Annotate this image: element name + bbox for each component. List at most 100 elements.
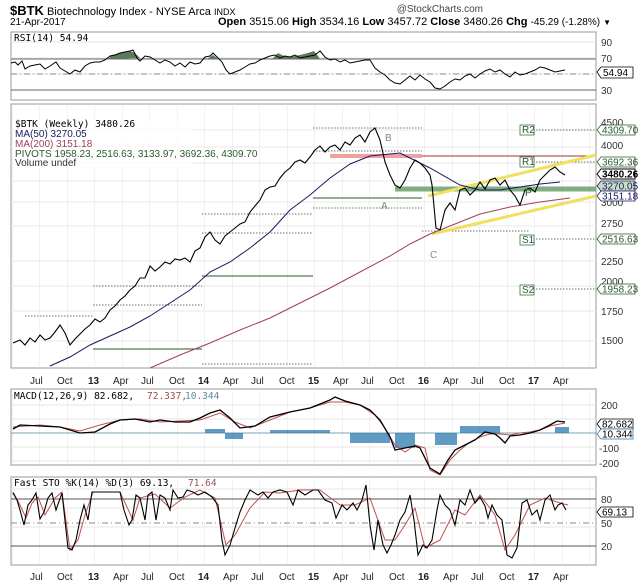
open-label: Open [218, 16, 247, 28]
open-value: 3515.06 [249, 16, 289, 28]
low-value: 3457.72 [387, 16, 428, 28]
svg-text:Apr: Apr [223, 376, 239, 387]
chart-title: $BTK Biotechnology Index - NYSE Arca IND… [10, 3, 235, 18]
svg-text:Oct: Oct [499, 572, 515, 583]
sto-d-line [12, 489, 569, 552]
svg-text:Oct: Oct [169, 572, 185, 583]
svg-text:Apr: Apr [443, 376, 459, 387]
svg-text:S2: S2 [522, 285, 535, 296]
price-value-tags: 4309.70 3692.36 3480.26 3270.05 3151.18 … [596, 124, 639, 296]
ma200-line [149, 197, 571, 369]
ohlc-summary: Open 3515.06 High 3534.16 Low 3457.72 Cl… [218, 16, 611, 28]
price-x-axis: Jul Oct 13 Apr Jul Oct 14 Apr Jul Oct 15 Apr J… [30, 376, 569, 387]
macd-y-axis: 200 100 -100 -200 [599, 401, 619, 470]
high-value: 3534.16 [319, 16, 360, 28]
rsi-panel: 90 70 50 30 54.94 RSI(14) 54.94 [10, 31, 634, 101]
svg-text:3000: 3000 [601, 198, 624, 209]
chg-label: Chg [506, 16, 528, 28]
svg-text:4000: 4000 [601, 141, 624, 152]
svg-text:1750: 1750 [601, 307, 624, 318]
macd-legend: MACD(12,26,9) 82.682, 72.337, 10.344 [14, 391, 220, 402]
svg-text:R2: R2 [522, 125, 535, 136]
annotation-c: C [430, 250, 437, 261]
svg-text:-200: -200 [599, 459, 619, 470]
svg-text:90: 90 [601, 38, 613, 49]
annotation-b: B [385, 133, 392, 144]
svg-text:Oct: Oct [389, 376, 405, 387]
low-label: Low [362, 16, 385, 28]
svg-text:Oct: Oct [279, 376, 295, 387]
pivot-labels: R2 R1 P S1 S2 [519, 124, 535, 296]
bottom-x-axis: Jul Oct 13 Apr Jul Oct 14 Apr Jul Oct 15 Apr J… [30, 572, 569, 583]
svg-text:1958.23: 1958.23 [602, 285, 639, 296]
svg-text:Oct: Oct [57, 572, 73, 583]
index-name: Biotechnology Index - NYSE Arca [47, 6, 211, 18]
svg-text:15: 15 [308, 376, 320, 387]
svg-text:Apr: Apr [333, 376, 349, 387]
svg-text:80: 80 [601, 495, 613, 506]
svg-text:Jul: Jul [361, 572, 374, 583]
close-label: Close [430, 16, 461, 28]
svg-text:MA(200) 3151.18: MA(200) 3151.18 [15, 139, 93, 150]
svg-text:17: 17 [528, 376, 540, 387]
svg-text:Apr: Apr [223, 572, 239, 583]
svg-text:Jul: Jul [251, 376, 264, 387]
rsi-legend: RSI(14) 54.94 [14, 33, 89, 44]
svg-text:Oct: Oct [499, 376, 515, 387]
svg-text:Jul: Jul [471, 376, 484, 387]
svg-text:16: 16 [418, 376, 430, 387]
svg-text:10.344: 10.344 [602, 430, 633, 441]
high-label: High [292, 16, 317, 28]
watermark: @StockCharts.com [396, 4, 483, 15]
svg-text:Apr: Apr [113, 376, 129, 387]
symbol: $BTK [10, 3, 44, 18]
svg-text:Jul: Jul [141, 572, 154, 583]
ma50-line [49, 152, 561, 367]
svg-text:Apr: Apr [443, 572, 459, 583]
svg-text:3480.26: 3480.26 [602, 170, 639, 181]
svg-text:Jul: Jul [30, 572, 43, 583]
svg-text:MACD(12,26,9) 82.682,: MACD(12,26,9) 82.682, [14, 391, 134, 402]
svg-text:54.94: 54.94 [603, 68, 628, 79]
svg-text:Fast STO %K(14) %D(3) 69.13,: Fast STO %K(14) %D(3) 69.13, [14, 478, 174, 489]
svg-text:Jul: Jul [471, 572, 484, 583]
macd-line [12, 396, 566, 475]
svg-text:Oct: Oct [279, 572, 295, 583]
svg-text:4309.70: 4309.70 [602, 126, 639, 137]
price-y-axis: 4500 4000 3750 3000 2750 2250 2000 1750 … [601, 118, 624, 347]
svg-text:2250: 2250 [601, 257, 624, 268]
svg-text:30: 30 [601, 86, 613, 97]
sto-value-tag: 69.13 [596, 506, 634, 519]
svg-text:13: 13 [88, 572, 100, 583]
svg-text:3270.05: 3270.05 [602, 182, 639, 193]
svg-text:50: 50 [601, 519, 613, 530]
sto-k-line [12, 484, 567, 559]
svg-text:71.64: 71.64 [188, 478, 217, 489]
svg-text:72.337,: 72.337, [147, 391, 187, 402]
svg-text:200: 200 [601, 401, 618, 412]
macd-value-tags: 82.682 10.344 [596, 418, 634, 441]
svg-text:4500: 4500 [601, 118, 624, 129]
annotation-a: A [381, 201, 388, 212]
svg-text:$BTK (Weekly) 3480.26: $BTK (Weekly) 3480.26 [15, 119, 135, 130]
svg-text:Apr: Apr [333, 572, 349, 583]
svg-text:2750: 2750 [601, 219, 624, 230]
svg-text:2516.63: 2516.63 [602, 235, 639, 246]
svg-text:PIVOTS 1958.23, 2516.63, 3133.: PIVOTS 1958.23, 2516.63, 3133.97, 3692.3… [15, 149, 258, 160]
chg-value: -45.29 (-1.28%) [530, 17, 601, 28]
macd-panel: 200 100 -100 -200 82.682 10.344 MACD(12,… [10, 388, 634, 476]
macd-histogram [205, 426, 569, 448]
svg-text:1500: 1500 [601, 336, 624, 347]
svg-text:3692.36: 3692.36 [602, 158, 639, 169]
svg-text:Apr: Apr [553, 376, 569, 387]
svg-text:Jul: Jul [361, 376, 374, 387]
svg-text:20: 20 [601, 542, 613, 553]
svg-text:MA(50) 3270.05: MA(50) 3270.05 [15, 129, 87, 140]
svg-text:3151.18: 3151.18 [602, 192, 639, 203]
svg-text:82.682: 82.682 [602, 420, 633, 431]
rsi-value-tag: 54.94 [596, 66, 634, 79]
svg-text:Oct: Oct [57, 376, 73, 387]
svg-text:S1: S1 [522, 235, 535, 246]
svg-text:Jul: Jul [251, 572, 264, 583]
